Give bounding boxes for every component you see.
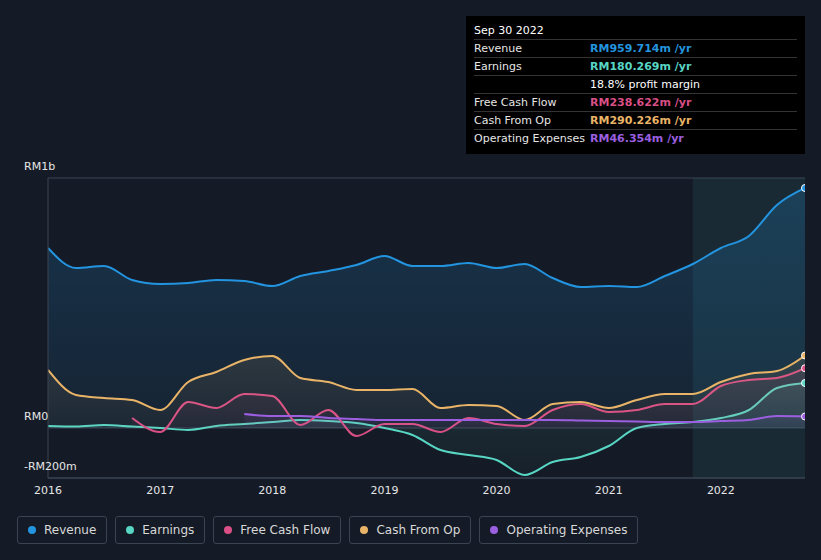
svg-text:2020: 2020 [483, 484, 511, 497]
html-text:Cash From Op: Cash From Op [376, 523, 461, 537]
html-text:Sep 30 2022: Sep 30 2022 [474, 24, 544, 37]
svg-text:2021: 2021 [595, 484, 623, 497]
svg-text:2016: 2016 [34, 484, 62, 497]
html-text:RM290.226m /yr: RM290.226m /yr [590, 114, 692, 127]
svg-text:RM0: RM0 [24, 410, 48, 423]
html-text:RM180.269m /yr: RM180.269m /yr [590, 60, 692, 73]
svg-text:RM1b: RM1b [24, 160, 55, 173]
svg-text:-RM200m: -RM200m [24, 460, 77, 473]
html-text:RM238.622m /yr: RM238.622m /yr [590, 96, 692, 109]
html-text:18.8% profit margin: 18.8% profit margin [590, 78, 700, 91]
html-text:RM959.714m /yr: RM959.714m /yr [590, 42, 692, 55]
svg-text:2018: 2018 [258, 484, 286, 497]
html-text:Operating Expenses: Operating Expenses [506, 523, 628, 537]
svg-text:2019: 2019 [370, 484, 398, 497]
html-text:Revenue: Revenue [44, 523, 97, 537]
html-text:Free Cash Flow: Free Cash Flow [240, 523, 331, 537]
html-text:Operating Expenses: Operating Expenses [474, 132, 585, 145]
html-text:Earnings: Earnings [142, 523, 195, 537]
html-text:Earnings: Earnings [474, 60, 522, 73]
html-text:RM46.354m /yr: RM46.354m /yr [590, 132, 684, 145]
html-text:Free Cash Flow: Free Cash Flow [474, 96, 557, 109]
html-text:Cash From Op: Cash From Op [474, 114, 551, 127]
svg-text:2022: 2022 [707, 484, 735, 497]
svg-text:2017: 2017 [146, 484, 174, 497]
html-text:Revenue: Revenue [474, 42, 522, 55]
